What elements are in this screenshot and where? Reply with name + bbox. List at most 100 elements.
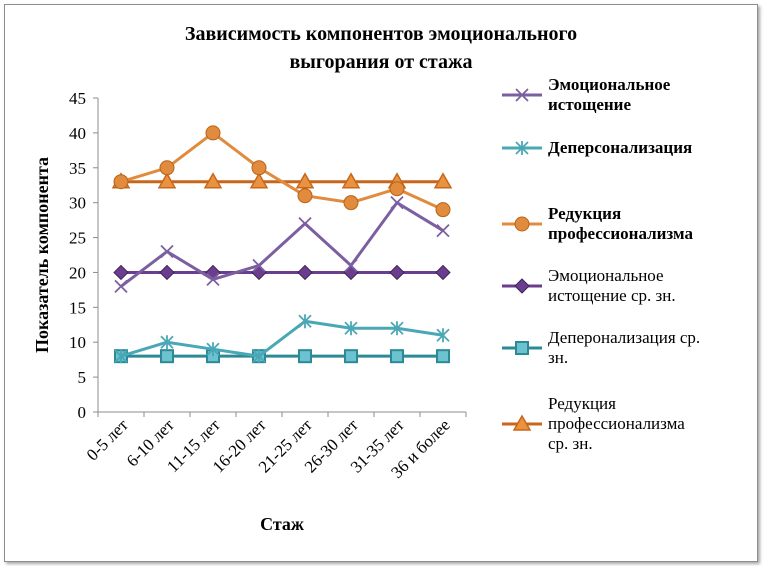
- marker-x: [298, 216, 312, 231]
- marker-diamond: [389, 264, 405, 281]
- legend-label: истощение: [548, 95, 631, 114]
- chart-title-line: Зависимость компонентов эмоционального: [185, 23, 577, 45]
- marker-x-stroke: [298, 216, 312, 231]
- y-tick-label: 45: [69, 89, 86, 108]
- marker-x: [114, 279, 128, 294]
- legend-label: Редукция: [548, 394, 616, 413]
- marker-triangle: [512, 414, 532, 431]
- legend-label: Деперонализация ср.: [548, 328, 700, 347]
- marker-asterisk: [390, 321, 404, 336]
- y-tick-label: 35: [69, 159, 86, 178]
- legend-entry-5: Деперонализация ср.зн.: [502, 328, 700, 367]
- marker-x-stroke: [160, 244, 174, 259]
- legend-label: Редукция: [548, 204, 621, 223]
- marker-square: [344, 349, 358, 364]
- legend-label: Эмоциональное: [548, 266, 664, 285]
- legend-label: ср. зн.: [548, 434, 593, 453]
- marker-asterisk: [344, 321, 358, 336]
- marker-diamond: [435, 264, 451, 281]
- series-5: [114, 349, 450, 364]
- y-tick-label: 15: [69, 298, 86, 317]
- marker-triangle: [249, 172, 269, 189]
- legend: ЭмоциональноеистощениеДеперсонализацияРе…: [502, 75, 700, 453]
- marker-asterisk: [298, 314, 312, 329]
- legend-entry-2: Деперсонализация: [502, 138, 692, 157]
- y-tick-label: 10: [69, 333, 86, 352]
- chart-title: Зависимость компонентов эмоционального вы…: [185, 23, 577, 73]
- marker-asterisk: [206, 342, 220, 357]
- marker-circle: [113, 174, 129, 190]
- x-axis-title: Стаж: [260, 514, 305, 534]
- marker-circle: [159, 160, 175, 176]
- legend-label: зн.: [548, 348, 568, 367]
- legend-label: профессионализма: [548, 414, 685, 433]
- marker-square: [436, 349, 450, 364]
- marker-triangle: [203, 172, 223, 189]
- series-line: [120, 201, 444, 288]
- y-tick-label: 5: [78, 368, 87, 387]
- y-axis-title: Показатель компонента: [32, 157, 52, 353]
- y-tick-label: 40: [69, 124, 86, 143]
- legend-label: истощение ср. зн.: [548, 286, 676, 305]
- marker-asterisk: [436, 328, 450, 343]
- marker-diamond: [514, 278, 530, 294]
- marker-circle: [435, 202, 451, 218]
- y-tick-label: 0: [78, 403, 87, 422]
- marker-circle: [297, 188, 313, 204]
- chart-frame: [4, 4, 758, 562]
- series-line: [120, 131, 444, 212]
- marker-x-stroke: [114, 279, 128, 294]
- marker-square: [515, 341, 529, 355]
- marker-triangle: [157, 172, 177, 189]
- marker-x: [252, 258, 266, 273]
- y-tick-label: 20: [69, 263, 86, 282]
- marker-square: [160, 349, 174, 364]
- series-1: [114, 196, 450, 294]
- marker-x-stroke: [206, 272, 220, 287]
- y-tick-label: 25: [69, 229, 86, 248]
- series-4: [113, 264, 451, 281]
- y-tick-label: 30: [69, 194, 86, 213]
- marker-square: [298, 349, 312, 364]
- marker-x-stroke: [390, 196, 404, 210]
- marker-asterisk: [252, 349, 266, 364]
- marker-asterisk: [160, 335, 174, 350]
- chart-title-line: выгорания от стажа: [290, 51, 473, 73]
- marker-x: [344, 258, 358, 273]
- marker-circle: [389, 181, 405, 197]
- marker-diamond: [159, 264, 175, 281]
- marker-x-stroke: [344, 258, 358, 273]
- marker-triangle: [433, 172, 453, 189]
- marker-x: [390, 196, 404, 210]
- series-3: [113, 125, 451, 218]
- marker-diamond: [343, 264, 359, 281]
- series-line: [120, 319, 444, 358]
- marker-circle: [343, 195, 359, 211]
- marker-square: [390, 349, 404, 364]
- marker-x: [515, 88, 529, 102]
- marker-x-stroke: [515, 88, 529, 102]
- series-lines: [111, 125, 453, 364]
- marker-x: [206, 272, 220, 287]
- marker-x: [160, 244, 174, 259]
- marker-x-stroke: [436, 223, 450, 238]
- marker-asterisk: [515, 141, 529, 155]
- legend-label: Деперсонализация: [548, 138, 692, 157]
- marker-circle: [514, 216, 530, 232]
- marker-triangle: [341, 172, 361, 189]
- marker-x: [436, 223, 450, 238]
- marker-x-stroke: [252, 258, 266, 273]
- marker-asterisk: [114, 349, 128, 364]
- marker-diamond: [297, 264, 313, 281]
- legend-label: Эмоциональное: [548, 75, 671, 94]
- marker-circle: [251, 160, 267, 176]
- legend-label: профессионализма: [548, 224, 693, 243]
- marker-diamond: [113, 264, 129, 281]
- marker-circle: [205, 125, 221, 141]
